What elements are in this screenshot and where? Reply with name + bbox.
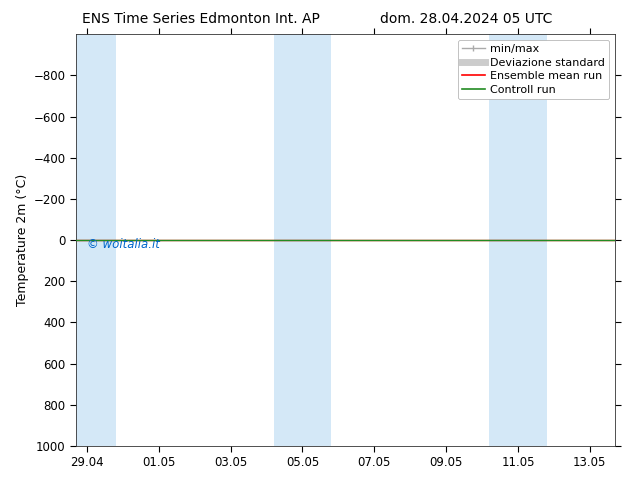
Text: © woitalia.it: © woitalia.it [87,238,160,251]
Text: ENS Time Series Edmonton Int. AP: ENS Time Series Edmonton Int. AP [82,12,320,26]
Bar [489,34,547,446]
Text: dom. 28.04.2024 05 UTC: dom. 28.04.2024 05 UTC [380,12,553,26]
Bar [274,34,331,446]
Legend: min/max, Deviazione standard, Ensemble mean run, Controll run: min/max, Deviazione standard, Ensemble m… [458,40,609,99]
Bar [76,34,115,446]
Y-axis label: Temperature 2m (°C): Temperature 2m (°C) [16,174,29,306]
